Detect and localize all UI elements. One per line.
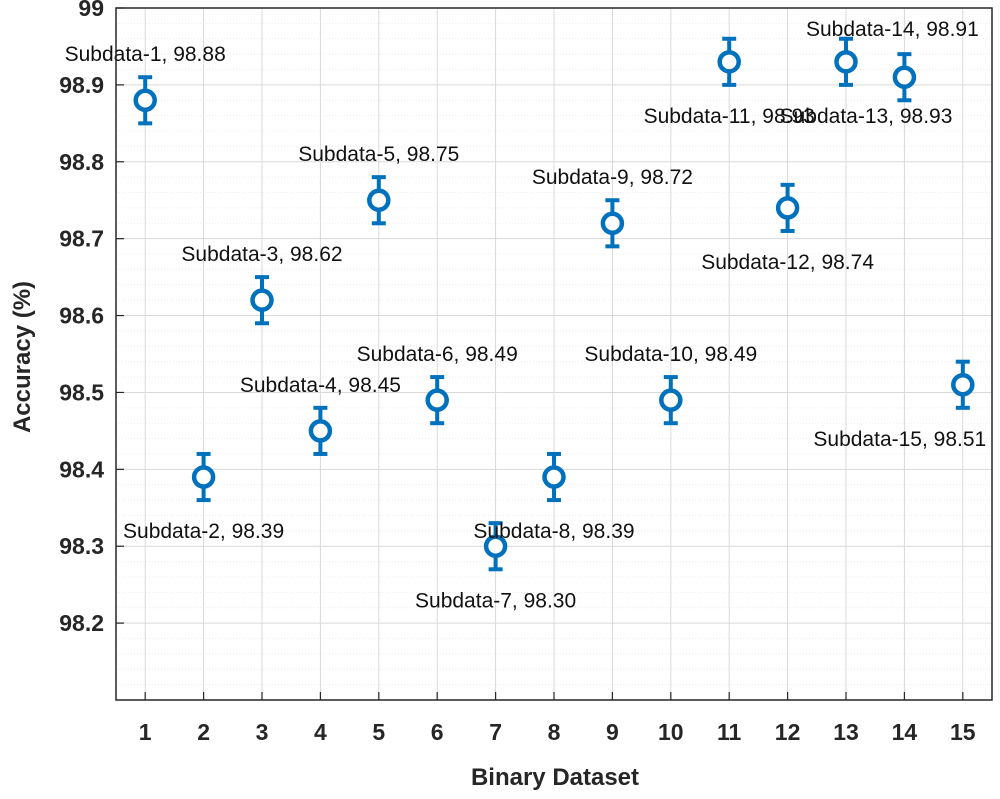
data-point-subdata-11 [717, 36, 741, 87]
data-marker [483, 534, 508, 558]
data-marker [425, 388, 449, 412]
data-label-subdata-9: Subdata-9, 98.72 [532, 166, 693, 189]
x-tick-label: 12 [775, 719, 801, 745]
data-point-subdata-1 [133, 75, 157, 126]
x-tick-label: 2 [197, 719, 210, 745]
data-label-subdata-5: Subdata-5, 98.75 [298, 143, 459, 166]
data-points [133, 36, 975, 572]
data-label-subdata-8: Subdata-8, 98.39 [473, 520, 634, 543]
y-tick-label: 98.5 [59, 379, 104, 405]
x-tick-label: 7 [489, 719, 502, 745]
data-point-subdata-4 [308, 405, 333, 456]
data-point-subdata-8 [542, 451, 566, 503]
data-marker [367, 188, 391, 212]
data-label-subdata-7: Subdata-7, 98.30 [415, 589, 576, 612]
x-tick-label: 11 [717, 719, 742, 745]
y-tick-label: 98.2 [59, 610, 104, 636]
data-marker [834, 50, 858, 74]
x-tick-label: 3 [256, 719, 269, 745]
data-marker [308, 419, 333, 443]
x-tick-label: 4 [314, 719, 327, 745]
data-marker [191, 465, 216, 489]
data-marker [659, 388, 683, 412]
data-point-subdata-5 [367, 175, 391, 226]
x-tick-label: 5 [372, 719, 385, 745]
data-label-subdata-1: Subdata-1, 98.88 [65, 43, 226, 66]
data-label-subdata-12: Subdata-12, 98.74 [701, 251, 874, 274]
data-label-subdata-2: Subdata-2, 98.39 [123, 520, 284, 543]
data-point-subdata-7 [483, 521, 508, 572]
y-axis-title: Accuracy (%) [9, 281, 36, 433]
data-label-subdata-13: Subdata-13, 98.93 [780, 105, 953, 128]
data-point-subdata-12 [775, 182, 800, 233]
y-tick-label: 98.4 [59, 456, 104, 482]
data-point-subdata-14 [892, 52, 917, 103]
x-tick-label: 8 [548, 719, 561, 745]
x-tick-label: 13 [833, 719, 859, 745]
data-point-subdata-13 [834, 36, 858, 87]
x-axis-title: Binary Dataset [471, 764, 639, 791]
x-tick-label: 9 [606, 719, 619, 745]
grid-lines [116, 7, 992, 701]
data-marker [542, 465, 566, 489]
data-point-subdata-9 [600, 198, 625, 249]
data-marker [600, 211, 625, 236]
plot-frame [115, 7, 993, 701]
data-label-subdata-4: Subdata-4, 98.45 [240, 374, 401, 397]
y-tick-label: 98.6 [59, 303, 104, 329]
data-label-subdata-11: Subdata-11, 98.93 [644, 105, 815, 128]
data-point-subdata-15 [951, 359, 975, 410]
x-tick-label: 15 [950, 719, 976, 745]
data-point-subdata-3 [250, 275, 274, 326]
y-tick-label: 98.8 [59, 149, 104, 175]
data-labels: Subdata-1, 98.88 Subdata-2, 98.39 Subdata-… [65, 18, 987, 612]
data-marker [951, 373, 975, 397]
data-label-subdata-6: Subdata-6, 98.49 [357, 343, 518, 366]
x-tick-label: 10 [658, 719, 684, 745]
x-tick-label: 14 [892, 719, 918, 745]
data-marker [133, 88, 157, 113]
data-label-subdata-10: Subdata-10, 98.49 [584, 343, 757, 366]
data-label-subdata-15: Subdata-15, 98.51 [813, 428, 986, 451]
data-marker [717, 50, 741, 74]
data-marker [892, 65, 917, 89]
x-tick-label: 6 [431, 719, 444, 745]
data-point-subdata-2 [191, 451, 216, 503]
x-tick-label: 1 [139, 719, 152, 745]
y-tick-label: 98.9 [59, 72, 104, 98]
data-label-subdata-3: Subdata-3, 98.62 [181, 243, 342, 266]
y-tick-label: 98.3 [59, 533, 104, 559]
data-point-subdata-10 [659, 375, 683, 426]
data-point-subdata-6 [425, 375, 449, 426]
y-tick-label: 98.7 [59, 226, 104, 252]
data-marker [250, 288, 274, 312]
data-marker [775, 196, 800, 220]
y-tick-label: 99 [78, 0, 104, 21]
data-label-subdata-14: Subdata-14, 98.91 [806, 18, 979, 41]
